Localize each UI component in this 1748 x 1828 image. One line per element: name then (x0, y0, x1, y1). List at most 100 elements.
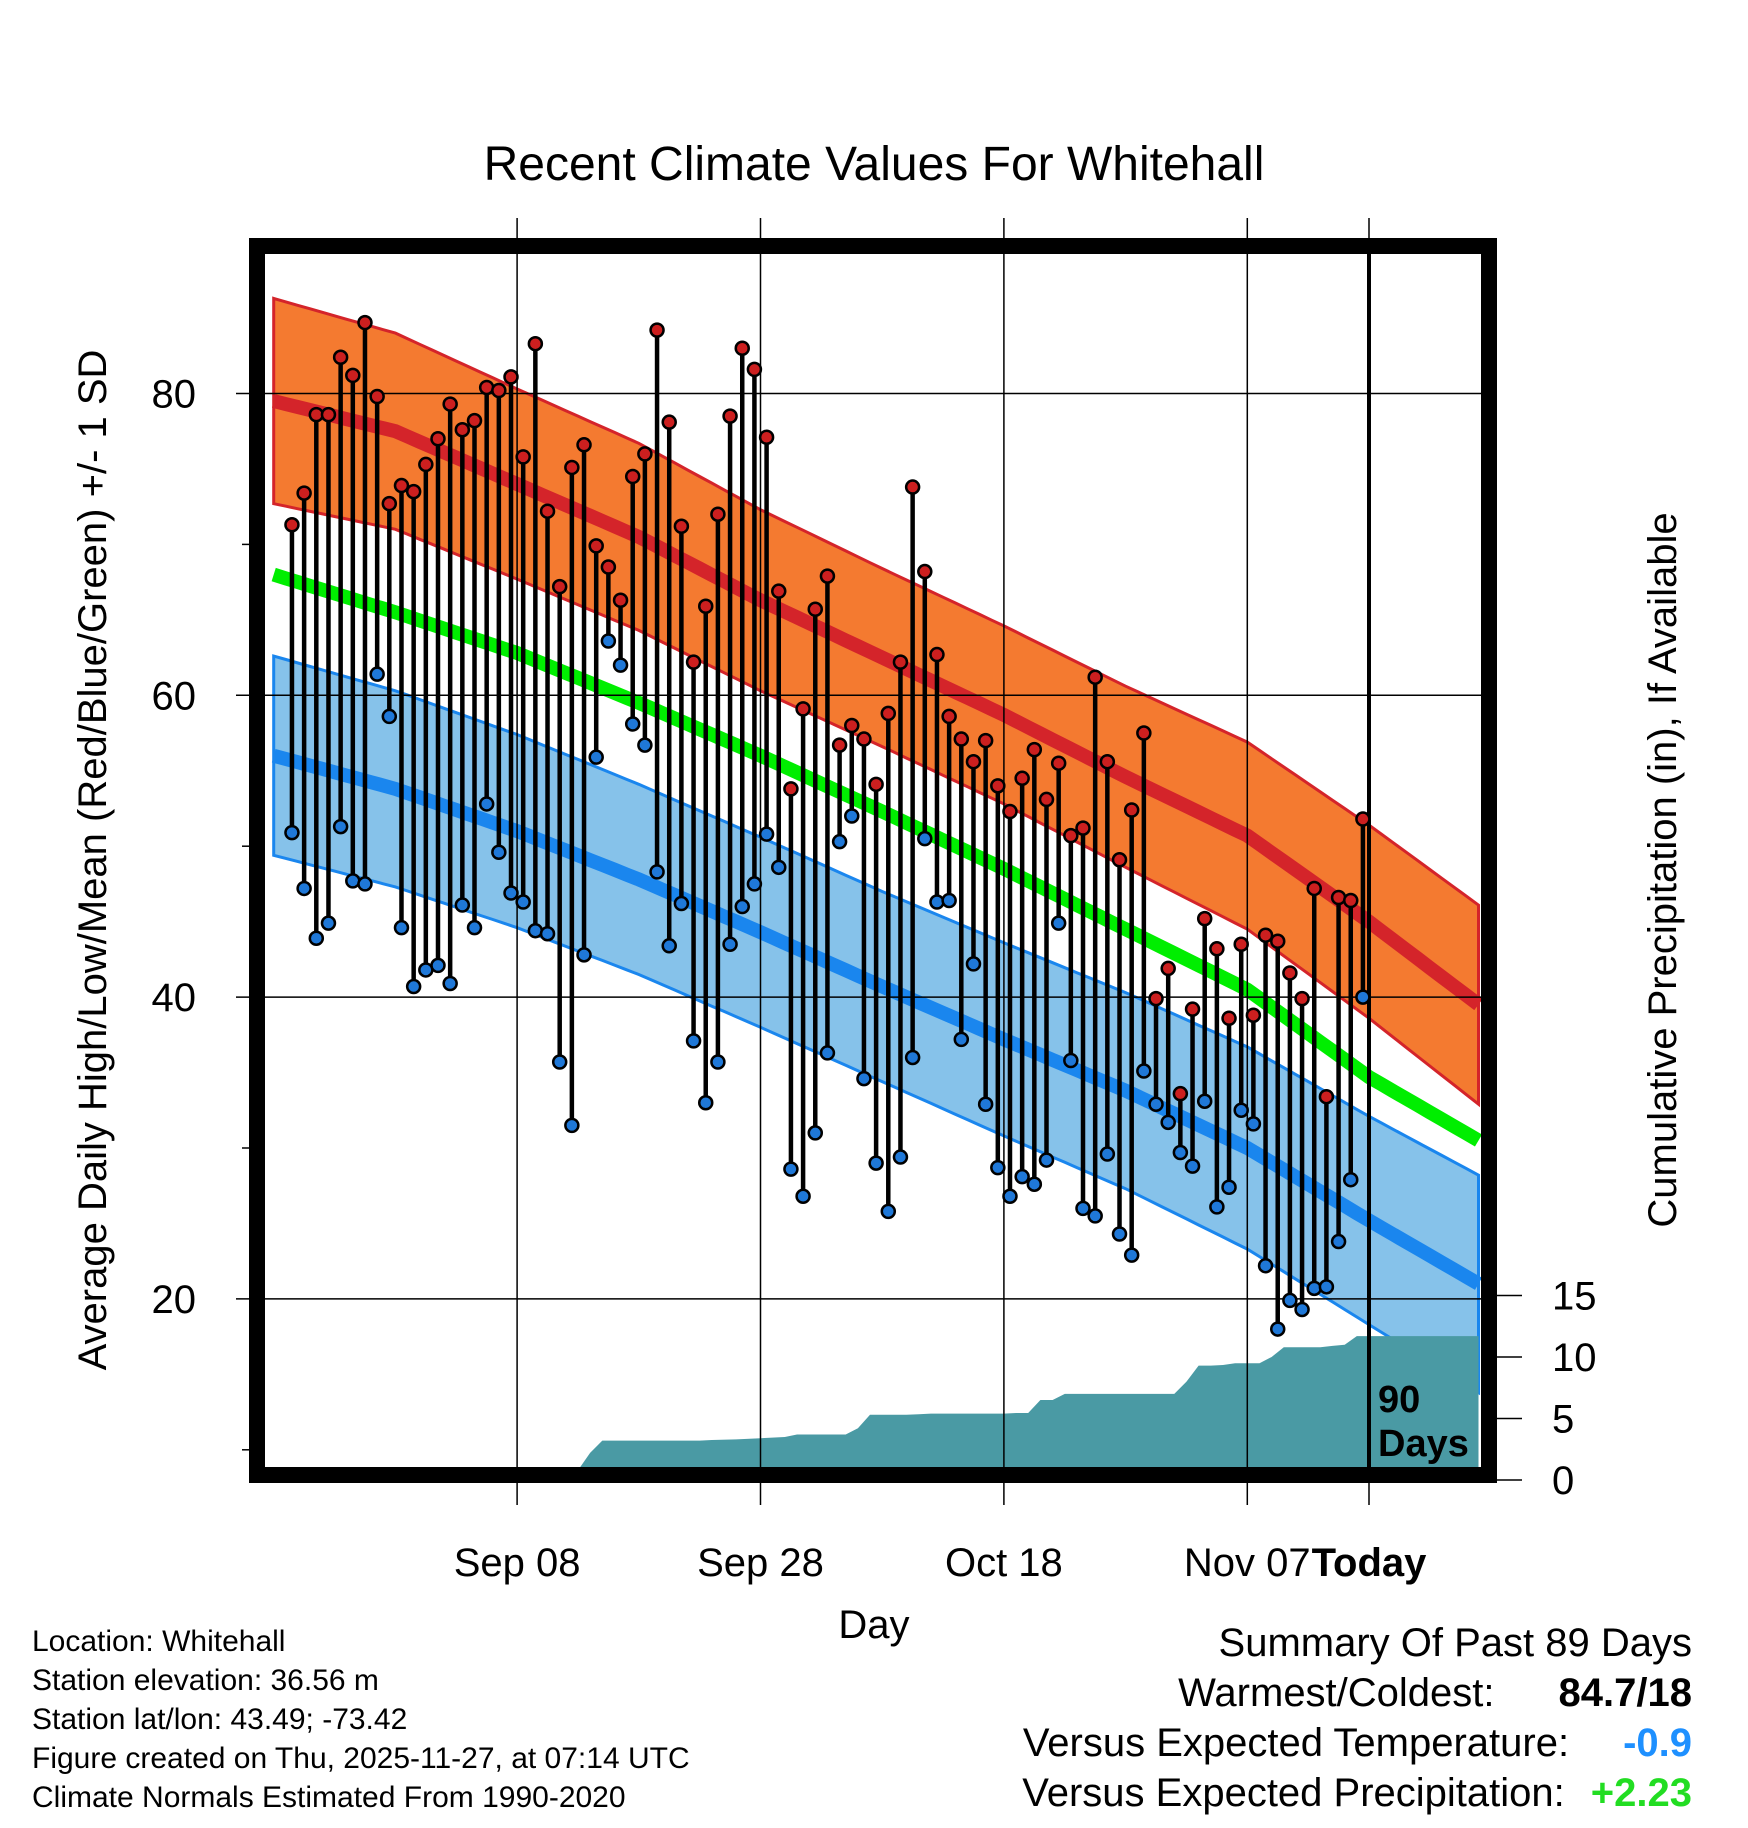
daily-high-point (393, 477, 410, 494)
summary-heading: Summary Of Past 89 Days (1218, 1621, 1692, 1665)
daily-high-point (576, 437, 592, 453)
y-tick-label: 40 (152, 976, 197, 1020)
daily-high-point (868, 776, 884, 793)
daily-high-point (1294, 990, 1310, 1007)
daily-low-point (1148, 1096, 1164, 1112)
daily-high-point (320, 406, 337, 423)
daily-low-point (1282, 1292, 1298, 1309)
daily-low-point (491, 844, 507, 860)
daily-low-point (868, 1155, 884, 1171)
daily-low-point (892, 1149, 909, 1165)
daily-high-point (564, 459, 580, 476)
daily-high-point (332, 349, 349, 366)
daily-low-point (1355, 989, 1371, 1005)
daily-low-point (795, 1188, 811, 1205)
daily-high-point (1318, 1088, 1335, 1105)
daily-high-point (466, 412, 483, 429)
daily-high-point (1099, 753, 1116, 770)
y2-axis-label: Cumulative Precipitation (in), If Availa… (1641, 512, 1685, 1227)
daily-high-point (904, 479, 921, 495)
daily-high-point (1160, 960, 1176, 977)
y-axis-ticks: 20 40 60 80 (152, 373, 257, 1451)
daily-high-point (977, 732, 994, 749)
daily-high-point (673, 518, 690, 535)
daily-high-point (758, 429, 775, 446)
daily-high-point (1063, 827, 1079, 844)
daily-low-point (807, 1125, 824, 1141)
x-tick-label: Oct 18 (945, 1541, 1063, 1585)
daily-low-point (1318, 1279, 1335, 1295)
daily-low-point (1111, 1226, 1128, 1242)
daily-high-point (831, 737, 848, 753)
y-tick-label: 80 (152, 373, 197, 417)
daily-low-point (1063, 1052, 1079, 1069)
daily-low-point (1160, 1114, 1176, 1131)
daily-high-point (369, 388, 385, 405)
daily-low-point (576, 947, 592, 963)
summary-warmest-label: Warmest/Coldest: (1178, 1671, 1495, 1715)
summary-precip-row: Versus Expected Precipitation: +2.23 (792, 1768, 1692, 1818)
summary-temp-value: -0.9 (1623, 1721, 1692, 1765)
daily-low-point (673, 895, 690, 912)
daily-high-point (661, 414, 677, 430)
daily-low-point (941, 892, 957, 909)
summary-precip-value: +2.23 (1590, 1771, 1692, 1815)
daily-high-point (880, 705, 897, 722)
daily-high-point (527, 335, 544, 352)
daily-low-point (612, 657, 629, 673)
daily-low-point (381, 708, 398, 725)
daily-high-point (1355, 811, 1371, 827)
daily-low-point (929, 894, 945, 910)
daily-low-point (466, 919, 483, 936)
daily-low-point (746, 876, 763, 892)
daily-high-point (1221, 1010, 1237, 1026)
daily-low-point (649, 864, 665, 880)
daily-low-point (1294, 1301, 1310, 1318)
daily-low-point (685, 1033, 702, 1049)
daily-high-point (1196, 910, 1213, 927)
summary-precip-label: Versus Expected Precipitation: (1022, 1771, 1565, 1815)
daily-low-point (454, 897, 471, 913)
daily-low-point (405, 978, 422, 995)
info-location: Location: Whitehall (32, 1625, 286, 1658)
daily-high-point (418, 456, 434, 473)
daily-low-point (1050, 915, 1067, 931)
daily-high-point (515, 449, 531, 465)
summary-temp-row: Versus Expected Temperature: -0.9 (792, 1718, 1692, 1768)
daily-high-point (929, 646, 945, 663)
daily-low-point (442, 975, 458, 992)
daily-high-point (1002, 803, 1018, 820)
daily-high-point (844, 717, 860, 734)
grid-lines (257, 218, 1489, 1475)
daily-high-point (1209, 941, 1225, 957)
daily-high-point (588, 538, 604, 554)
daily-high-point (1245, 1007, 1262, 1023)
daily-low-point (953, 1031, 970, 1048)
daily-high-point (795, 701, 811, 717)
summary-warmest-value: 84.7/18 (1558, 1671, 1692, 1715)
summary-temp-label: Versus Expected Temperature: (1022, 1721, 1570, 1765)
daily-low-point (661, 938, 677, 954)
x-tick-label: Nov 07 (1184, 1541, 1311, 1585)
daily-low-point (369, 666, 385, 682)
daily-high-point (685, 654, 702, 670)
daily-low-point (1306, 1280, 1322, 1297)
x-axis-label: Day (838, 1603, 909, 1647)
x-axis-ticks: Sep 08 Sep 28 Oct 18 Nov 07 Today (454, 1475, 1427, 1585)
daily-high-point (539, 503, 556, 519)
daily-high-point (600, 559, 617, 575)
y2-tick-label: 0 (1552, 1459, 1574, 1503)
daily-low-point (904, 1049, 921, 1066)
daily-high-point (1330, 889, 1347, 906)
y-tick-label: 60 (152, 674, 197, 718)
daily-low-point (734, 898, 750, 915)
daily-high-point (357, 314, 373, 331)
daily-low-point (515, 894, 531, 910)
x-tick-label: Today (1312, 1541, 1428, 1585)
daily-low-point (1136, 1063, 1152, 1079)
daily-low-point (1342, 1171, 1359, 1188)
daily-low-point (430, 957, 446, 974)
daily-low-point (478, 796, 495, 812)
daily-high-point (624, 468, 641, 485)
